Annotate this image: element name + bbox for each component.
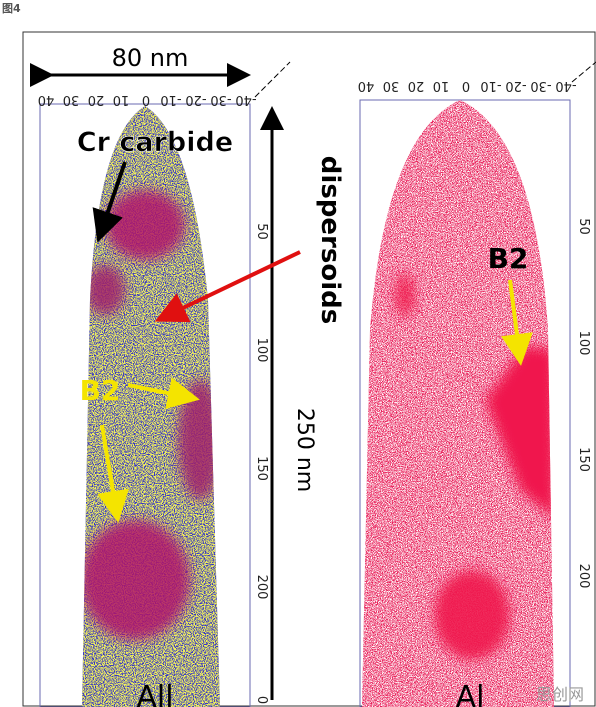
side-tick-label: 200: [576, 564, 591, 589]
annotation-arrow: [501, 279, 533, 366]
element-label: All: [136, 680, 173, 707]
annotation: B2: [80, 374, 121, 407]
top-tick-label: 20: [408, 78, 425, 93]
side-tick-label: 0: [254, 696, 269, 704]
top-tick-label: 30: [383, 78, 400, 93]
top-tick-label: -20: [505, 78, 526, 93]
top-tick-label: 30: [63, 92, 80, 107]
top-tick-label: -40: [555, 78, 576, 93]
side-tick-label: 150: [254, 456, 269, 481]
top-tick-label: 40: [358, 78, 375, 93]
panel-box: [39, 103, 251, 707]
side-tick-label: 150: [576, 447, 591, 472]
top-tick-label: 0: [462, 78, 470, 93]
side-tick-label: 50: [254, 223, 269, 240]
top-tick-label: -10: [160, 92, 181, 107]
top-tick-label: 10: [433, 78, 450, 93]
top-tick-label: -40: [235, 92, 256, 107]
watermark: 思创网: [536, 685, 584, 704]
annotation-arrow: [92, 161, 127, 243]
top-tick-label: 10: [113, 92, 130, 107]
top-tick-label: -10: [480, 78, 501, 93]
scale-label: 80 nm: [112, 44, 189, 72]
side-tick-label: 100: [576, 331, 591, 356]
top-tick-label: 0: [142, 92, 150, 107]
figure-label: 图4: [2, 2, 21, 15]
side-tick-label: 200: [254, 575, 269, 600]
annotation-arrow: [97, 424, 129, 523]
frame: [22, 31, 596, 707]
dashed-line: [571, 61, 596, 83]
tip-al: [362, 100, 554, 707]
annotation-arrow: [127, 377, 200, 409]
top-tick-label: -30: [210, 92, 231, 107]
side-tick-label: 50: [576, 218, 591, 235]
annotation: dispersoids: [315, 156, 345, 324]
annotation-arrow: [154, 250, 301, 323]
panel-box: [359, 99, 571, 707]
side-tick-label: 100: [254, 338, 269, 363]
top-tick-label: -30: [530, 78, 551, 93]
element-label: Al: [456, 680, 485, 707]
dashed-line: [254, 61, 291, 98]
height-label: 250 nm: [292, 408, 317, 492]
annotation: Cr carbide: [77, 127, 233, 158]
top-tick-label: -20: [185, 92, 206, 107]
top-tick-label: 20: [88, 92, 105, 107]
top-tick-label: 40: [38, 92, 55, 107]
annotation: B2: [488, 242, 529, 275]
